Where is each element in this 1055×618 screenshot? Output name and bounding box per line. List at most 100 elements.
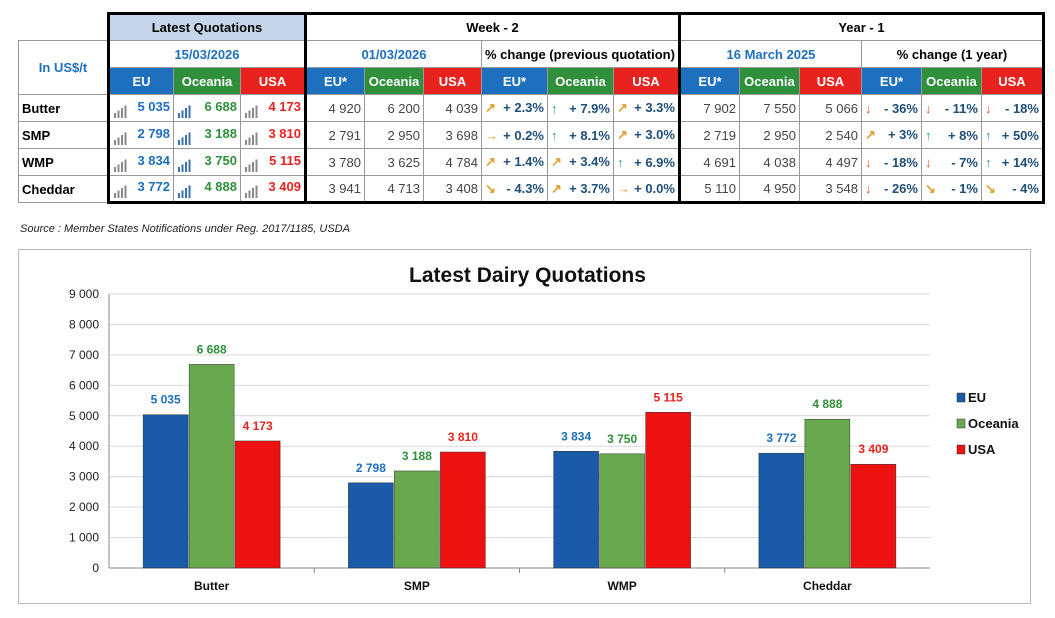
trend-arrow-icon: ↗ bbox=[864, 127, 876, 142]
pct-value: + 0.2% bbox=[503, 127, 544, 143]
week-pct-eu: → + 0.2% bbox=[481, 121, 548, 149]
bar-usa bbox=[234, 440, 281, 569]
hdr-week-usa: USA bbox=[423, 67, 482, 95]
table-row: Butter 5 035 6 688 4 173 4 920 6 200 4 039 ↗ + 2… bbox=[18, 94, 1045, 122]
hdr-yearpct-oceania: Oceania bbox=[920, 67, 982, 95]
pct-value: + 1.4% bbox=[503, 154, 544, 169]
y-tick-label: 5 000 bbox=[69, 409, 99, 423]
trend-arrow-icon: ↑ bbox=[924, 127, 932, 143]
y-tick-label: 1 000 bbox=[69, 531, 99, 545]
year-usa: 4 497 bbox=[798, 148, 862, 176]
year-pct-usa: ↑ + 50% bbox=[980, 121, 1045, 149]
pct-value: + 14% bbox=[1001, 154, 1039, 170]
trend-arrow-icon: ↗ bbox=[485, 100, 496, 115]
bar-oceania bbox=[804, 418, 851, 569]
week-pct-usa: → + 0.0% bbox=[612, 175, 681, 204]
year-oceania: 2 950 bbox=[738, 121, 800, 149]
trend-arrow-icon: → bbox=[616, 181, 630, 196]
latest-value: 5 115 bbox=[269, 152, 301, 168]
week-usa: 3 698 bbox=[423, 121, 482, 149]
legend-label-eu: EU bbox=[968, 390, 986, 405]
hdr-latest-usa: USA bbox=[240, 67, 307, 95]
trend-arrow-icon: ↓ bbox=[984, 100, 992, 116]
y-tick-label: 2 000 bbox=[69, 500, 99, 514]
pct-value: + 7.9% bbox=[569, 100, 610, 116]
x-tick-label: Cheddar bbox=[803, 579, 852, 593]
hdr-week-eu: EU* bbox=[305, 67, 365, 95]
data-label: 2 798 bbox=[356, 461, 386, 475]
latest-usa: 3 810 bbox=[240, 121, 307, 149]
hdr-year-usa: USA bbox=[798, 67, 862, 95]
year-oceania: 7 550 bbox=[738, 94, 800, 122]
latest-value: 4 173 bbox=[268, 98, 301, 114]
dairy-bar-chart: Latest Dairy Quotations 0 1 000 2 000 3 000 4… bbox=[69, 264, 1019, 593]
year-pct-usa: ↓ - 18% bbox=[980, 94, 1045, 122]
latest-value: 4 888 bbox=[204, 179, 237, 194]
legend-swatch-usa bbox=[956, 444, 966, 455]
latest-usa: 5 115 bbox=[240, 148, 307, 176]
group-latest: Latest Quotations bbox=[107, 12, 307, 41]
week-oceania: 3 625 bbox=[364, 148, 424, 176]
trend-arrow-icon: ↗ bbox=[550, 180, 562, 196]
data-label: 4 888 bbox=[812, 397, 842, 411]
trend-arrow-icon: ↑ bbox=[984, 127, 992, 143]
latest-value: 2 798 bbox=[137, 125, 170, 141]
pct-value: - 18% bbox=[1005, 100, 1039, 116]
pct-value: + 50% bbox=[1001, 127, 1039, 143]
bar-usa bbox=[850, 463, 897, 569]
year-usa: 2 540 bbox=[798, 121, 862, 149]
pct-value: - 36% bbox=[884, 100, 918, 116]
hdr-yearpct-eu: EU* bbox=[860, 67, 922, 95]
pct-value: - 4% bbox=[1012, 180, 1039, 196]
group-week: Week - 2 bbox=[305, 12, 681, 41]
year-pct-eu: ↓ - 26% bbox=[860, 175, 922, 204]
year-pct-oceania: ↓ - 7% bbox=[920, 148, 982, 176]
trend-arrow-icon: ↑ bbox=[550, 127, 558, 143]
legend-swatch-eu bbox=[956, 392, 966, 403]
pct-value: - 18% bbox=[884, 154, 918, 170]
y-tick-label: 9 000 bbox=[69, 287, 99, 301]
product-name: Butter bbox=[18, 94, 109, 122]
trend-arrow-icon: ↗ bbox=[485, 154, 496, 169]
year-pct-usa: ↑ + 14% bbox=[980, 148, 1045, 176]
hdr-year-oceania: Oceania bbox=[738, 67, 800, 95]
week-pct-eu: ↗ + 2.3% bbox=[481, 94, 548, 122]
year-eu: 4 691 bbox=[678, 148, 740, 176]
year-eu: 7 902 bbox=[678, 94, 740, 122]
year-pct-oceania: ↑ + 8% bbox=[920, 121, 982, 149]
latest-value: 3 772 bbox=[137, 179, 170, 194]
latest-value: 3 810 bbox=[268, 125, 301, 141]
latest-usa: 3 409 bbox=[240, 175, 307, 204]
trend-arrow-icon: ↓ bbox=[924, 100, 932, 116]
y-tick-label: 4 000 bbox=[69, 439, 99, 453]
trend-arrow-icon: → bbox=[485, 127, 498, 143]
latest-oceania: 6 688 bbox=[173, 94, 241, 122]
chart-title: Latest Dairy Quotations bbox=[409, 264, 646, 287]
week-pct-oceania: ↗ + 3.4% bbox=[546, 148, 614, 176]
year-pct-eu: ↓ - 36% bbox=[860, 94, 922, 122]
data-label: 3 834 bbox=[561, 429, 591, 443]
bar-eu bbox=[553, 451, 599, 569]
week-eu: 3 780 bbox=[305, 148, 365, 176]
pct-value: + 8.1% bbox=[569, 127, 610, 143]
bar-oceania bbox=[599, 453, 645, 569]
group-year: Year - 1 bbox=[678, 12, 1045, 41]
trend-arrow-icon: ↗ bbox=[616, 100, 628, 115]
year-oceania: 4 950 bbox=[738, 175, 800, 204]
pct-value: + 6.9% bbox=[634, 154, 675, 170]
legend-label-oceania: Oceania bbox=[968, 416, 1019, 431]
year-pct-eu: ↓ - 18% bbox=[860, 148, 922, 176]
pct-value: - 26% bbox=[884, 181, 918, 196]
bar-oceania bbox=[188, 364, 235, 569]
week-eu: 4 920 bbox=[305, 94, 365, 122]
hdr-yearpct-usa: USA bbox=[980, 67, 1045, 95]
hdr-latest-oceania: Oceania bbox=[173, 67, 241, 95]
year-pct-oceania: ↓ - 11% bbox=[920, 94, 982, 122]
week-eu: 3 941 bbox=[305, 175, 365, 204]
chart-container: Latest Dairy Quotations 0 1 000 2 000 3 000 4… bbox=[18, 249, 1031, 604]
week-pct-usa: ↑ + 6.9% bbox=[612, 148, 681, 176]
week-pct-oceania: ↗ + 3.7% bbox=[546, 175, 614, 204]
trend-arrow-icon: ↓ bbox=[864, 154, 872, 170]
latest-eu: 3 772 bbox=[107, 175, 174, 204]
trend-arrow-icon: ↓ bbox=[864, 100, 872, 116]
